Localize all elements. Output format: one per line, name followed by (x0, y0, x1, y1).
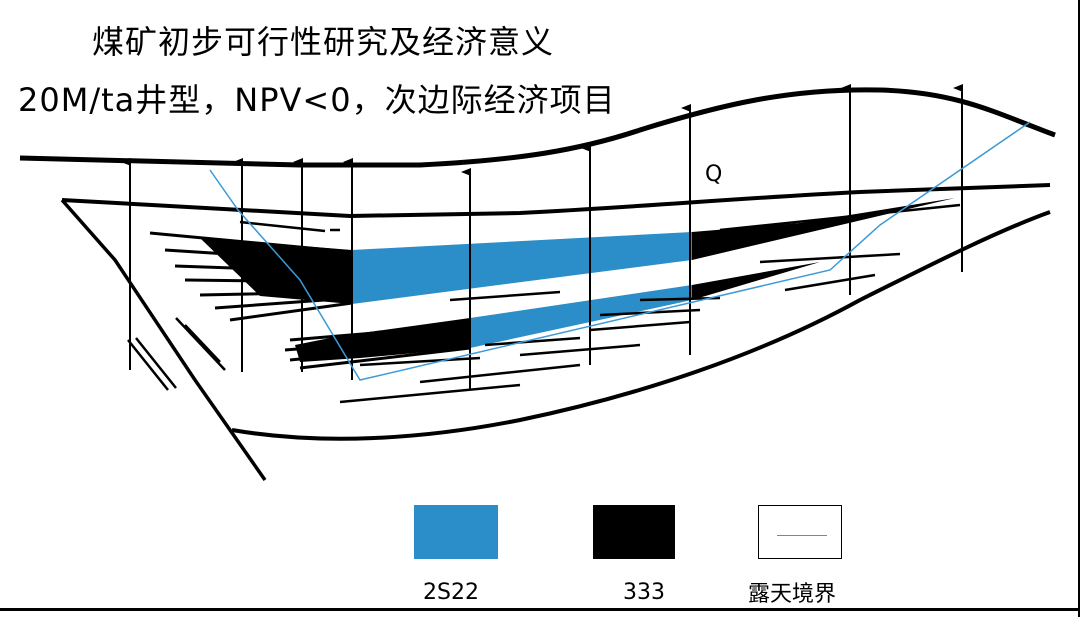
open-pit-boundary-line (209, 121, 1031, 381)
slide-title: 煤矿初步可行性研究及经济意义 (92, 23, 555, 61)
resource-2s22-lower (470, 285, 692, 348)
thin-seam-lines (239, 203, 961, 404)
ground-surface-line (19, 87, 1056, 168)
quaternary-base-line (61, 183, 1051, 219)
fault-drag-marks (127, 317, 226, 391)
resource-333-lower-right (692, 262, 820, 300)
slide-border-bottom (0, 608, 1080, 611)
legend-swatch-open-pit-boundary (758, 505, 842, 559)
fault-line (60, 198, 267, 482)
drill-holes (121, 84, 963, 390)
legend-line-sample (777, 535, 827, 536)
legend-label-333: 333 (623, 580, 665, 605)
legend-swatch-2s22 (414, 505, 498, 559)
slide-border-right (1078, 0, 1080, 617)
lower-seam-pinchout-lines (284, 323, 471, 370)
lower-boundary-line (231, 210, 1051, 441)
quaternary-label: Q (705, 162, 723, 187)
resource-333-upper-left (200, 238, 352, 304)
legend-swatch-333 (593, 505, 675, 559)
resource-2s22-upper (352, 232, 692, 304)
legend-label-2s22: 2S22 (423, 580, 479, 605)
legend-label-open-pit-boundary: 露天境界 (748, 582, 837, 607)
slide-subtitle: 20M/ta井型，NPV<0，次边际经济项目 (18, 81, 616, 119)
